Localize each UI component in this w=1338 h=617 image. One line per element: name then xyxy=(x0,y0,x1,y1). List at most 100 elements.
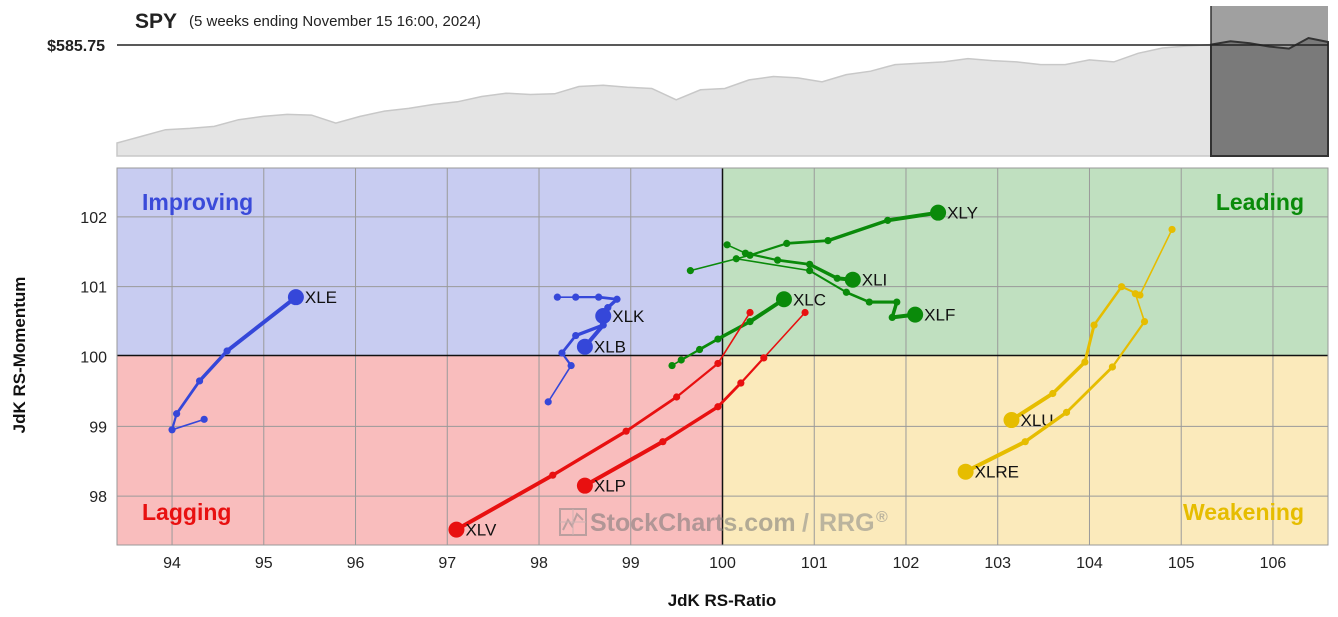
tail-point[interactable] xyxy=(200,415,208,423)
tail-segment xyxy=(739,356,765,385)
tail-xlv: XLV xyxy=(448,308,754,540)
tail-point[interactable] xyxy=(801,308,809,317)
tail-point[interactable] xyxy=(773,256,782,264)
tail-point[interactable] xyxy=(714,403,722,411)
stockcharts-logo-icon xyxy=(559,508,587,536)
tail-head-point[interactable] xyxy=(448,521,465,538)
tail-point[interactable] xyxy=(1131,290,1139,298)
tail-point[interactable] xyxy=(622,427,630,435)
tail-point[interactable] xyxy=(741,249,750,257)
tail-segment xyxy=(675,362,720,399)
tail-point[interactable] xyxy=(1049,389,1057,398)
tail-point[interactable] xyxy=(824,237,832,245)
tail-point[interactable] xyxy=(760,354,768,362)
tail-head-point[interactable] xyxy=(1003,412,1020,429)
tail-segment xyxy=(574,323,605,338)
tail-point[interactable] xyxy=(695,345,704,354)
tail-head-point[interactable] xyxy=(576,338,593,355)
x-axis-ticks: 94 95 96 97 98 99 100 101 102 103 104 105 106 xyxy=(163,555,1286,572)
x-tick-label: 96 xyxy=(347,555,365,572)
tail-point[interactable] xyxy=(168,426,176,434)
tail-point[interactable] xyxy=(673,393,681,401)
price-area-history xyxy=(116,43,1212,157)
tail-label-xli: XLI xyxy=(862,271,888,290)
quadrant-weakening xyxy=(722,355,1328,545)
tail-segment xyxy=(1051,360,1087,396)
x-tick-label: 100 xyxy=(709,555,736,572)
tail-point[interactable] xyxy=(686,267,694,275)
tail-point[interactable] xyxy=(865,298,873,306)
tail-point[interactable] xyxy=(572,331,580,340)
last-price-value: $585.75 xyxy=(47,38,105,55)
tail-point[interactable] xyxy=(714,335,722,343)
plot-border xyxy=(116,167,1329,546)
tail-segment xyxy=(1083,323,1096,364)
tail-point[interactable] xyxy=(806,260,814,268)
tail-point[interactable] xyxy=(599,321,607,329)
tail-point[interactable] xyxy=(572,293,580,301)
tail-point[interactable] xyxy=(732,255,740,263)
tail-label-xly: XLY xyxy=(947,204,978,223)
tail-head-point[interactable] xyxy=(907,306,924,323)
tail-point[interactable] xyxy=(195,377,204,385)
tail-segment xyxy=(1009,391,1055,423)
symbol-label: SPY xyxy=(135,10,177,33)
tail-label-xlre: XLRE xyxy=(975,463,1019,482)
tail-point[interactable] xyxy=(893,298,901,306)
watermark-product: RRG xyxy=(819,509,875,537)
tail-point[interactable] xyxy=(723,241,731,249)
tail-point[interactable] xyxy=(806,267,814,275)
x-tick-label: 94 xyxy=(163,555,181,572)
tail-point[interactable] xyxy=(677,356,685,364)
tail-head-point[interactable] xyxy=(595,308,612,325)
tail-xlf: XLF xyxy=(732,255,955,325)
tail-head-point[interactable] xyxy=(844,271,861,288)
tail-segment xyxy=(1111,320,1146,369)
tail-head-point[interactable] xyxy=(930,204,947,221)
tail-point[interactable] xyxy=(173,410,181,418)
tail-point[interactable] xyxy=(1090,321,1098,329)
tail-point[interactable] xyxy=(833,274,841,282)
tail-point[interactable] xyxy=(737,379,745,387)
tail-point[interactable] xyxy=(659,438,667,446)
tail-segment xyxy=(1092,285,1123,327)
tail-point[interactable] xyxy=(567,361,575,370)
tail-segment xyxy=(963,439,1028,474)
tail-point[interactable] xyxy=(1081,358,1089,366)
tail-point[interactable] xyxy=(888,313,896,322)
y-tick-label: 102 xyxy=(80,210,107,227)
tail-segment xyxy=(582,439,665,488)
rrg-tails: XLE XLK XLB XLY XLI XLF XLC XLP XLV XLU XLRE xyxy=(168,204,1176,540)
tail-point[interactable] xyxy=(549,471,557,479)
tail-point[interactable] xyxy=(1140,317,1149,326)
tail-head-point[interactable] xyxy=(775,291,792,308)
tail-point[interactable] xyxy=(1168,225,1176,234)
tail-point[interactable] xyxy=(558,349,566,357)
tail-point[interactable] xyxy=(1021,438,1029,446)
tail-point[interactable] xyxy=(842,288,850,296)
tail-point[interactable] xyxy=(1062,408,1071,416)
tail-point[interactable] xyxy=(714,359,722,368)
tail-point[interactable] xyxy=(1108,363,1117,371)
tail-segment xyxy=(175,379,201,416)
tail-point[interactable] xyxy=(223,347,231,355)
x-tick-label: 98 xyxy=(530,555,548,572)
tail-head-point[interactable] xyxy=(576,477,593,494)
tail-point[interactable] xyxy=(668,361,676,370)
tail-point[interactable] xyxy=(553,293,561,301)
tail-point[interactable] xyxy=(1117,283,1126,291)
tail-point[interactable] xyxy=(613,295,621,303)
tail-xlre: XLRE xyxy=(957,290,1149,482)
tail-point[interactable] xyxy=(595,293,603,301)
tail-point[interactable] xyxy=(544,398,552,406)
stockcharts-watermark: StockCharts.com / RRG ® xyxy=(559,508,888,537)
tail-xly: XLY xyxy=(686,204,978,275)
tail-head-point[interactable] xyxy=(287,289,304,306)
tail-head-point[interactable] xyxy=(957,463,974,480)
tail-point[interactable] xyxy=(884,216,892,224)
tail-point[interactable] xyxy=(783,239,791,247)
tail-point[interactable] xyxy=(746,308,754,317)
tail-segment xyxy=(1023,410,1069,444)
tail-point[interactable] xyxy=(746,317,754,326)
tail-segment xyxy=(1065,365,1114,414)
